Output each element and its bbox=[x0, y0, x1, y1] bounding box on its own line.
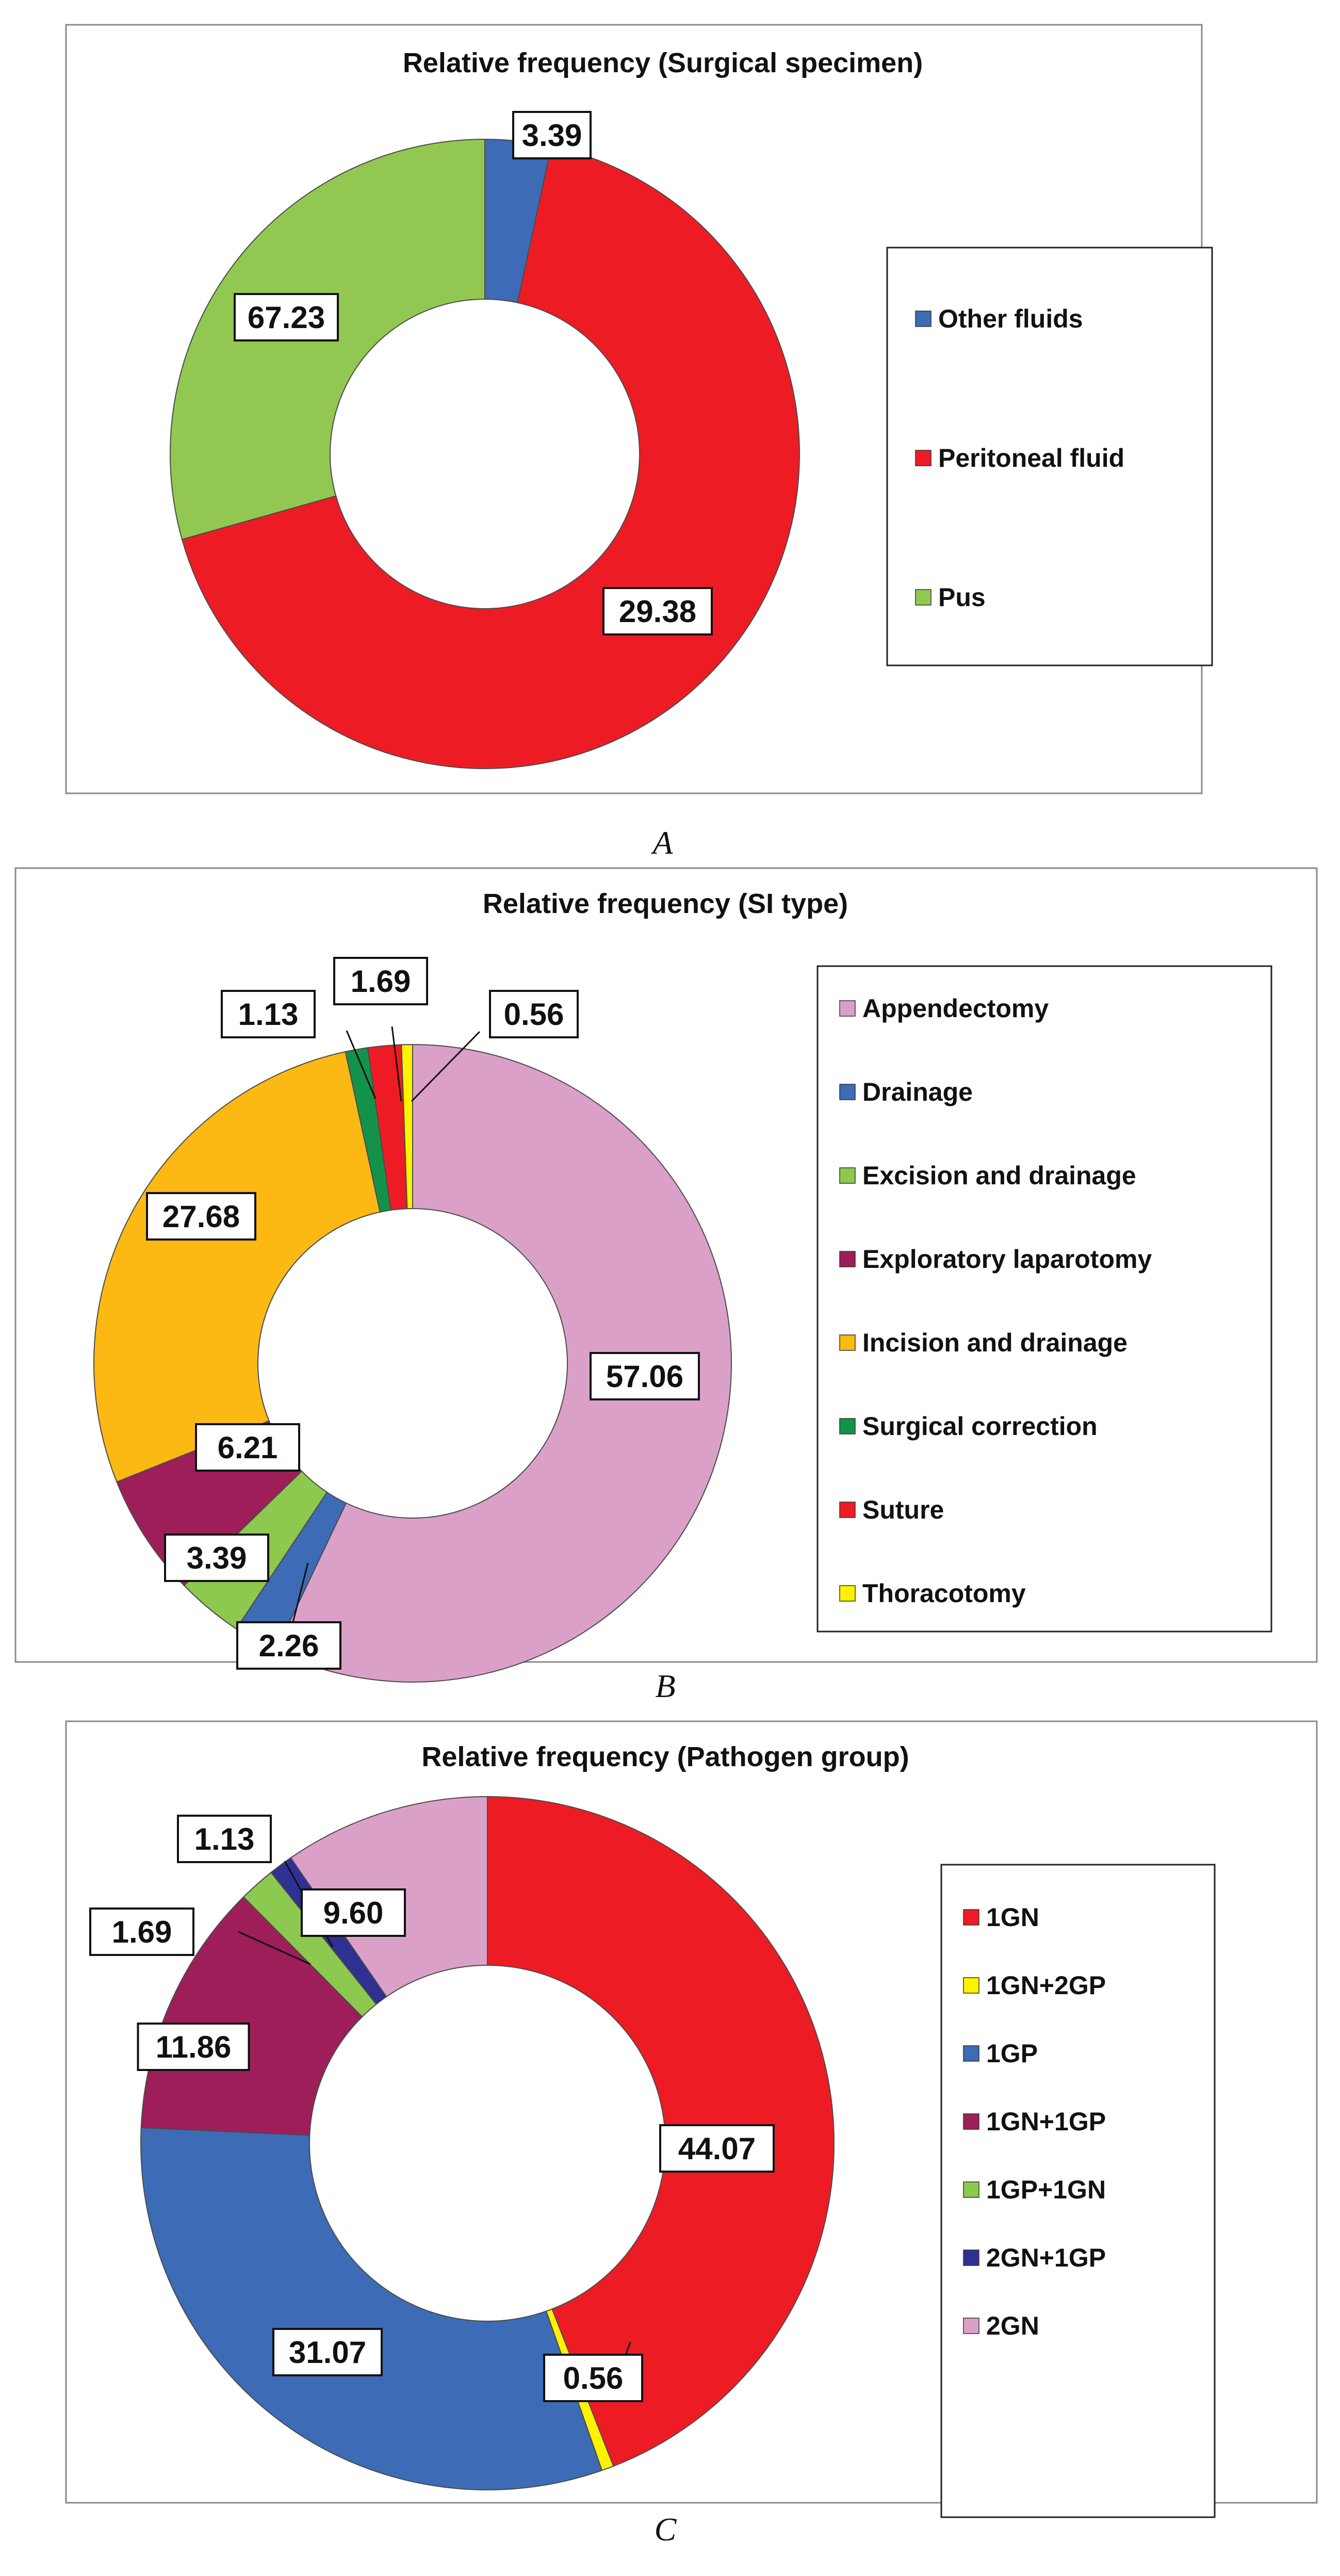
data-label-box-other-fluids bbox=[512, 111, 592, 159]
data-label-box-pus bbox=[602, 587, 713, 635]
legend-swatch-excision-and-drainage bbox=[839, 1167, 856, 1184]
data-label-box-incision-and-drainage bbox=[146, 1192, 256, 1241]
data-label-exploratory-laparotomy: 6.21 bbox=[218, 1430, 278, 1465]
data-label-drainage: 2.26 bbox=[259, 1628, 319, 1663]
leader-line-appendectomy bbox=[292, 1562, 309, 1623]
data-label-box-2gn-1gp bbox=[177, 1815, 272, 1863]
legend-label-suture: Suture bbox=[862, 1495, 944, 1524]
data-label-box-surgical-correction bbox=[221, 990, 316, 1038]
data-label-box-appendectomy bbox=[590, 1352, 700, 1400]
data-label-1gn: 44.07 bbox=[678, 2131, 756, 2166]
legend-swatch-1gp-1gn bbox=[963, 2181, 979, 2198]
data-label-incision-and-drainage: 27.68 bbox=[162, 1199, 240, 1234]
leader-line-thoracotomy bbox=[411, 1031, 481, 1102]
data-label-1gp: 31.07 bbox=[289, 2335, 366, 2370]
data-label-thoracotomy: 0.56 bbox=[504, 997, 564, 1032]
data-label-box-1gp-1gn bbox=[89, 1907, 194, 1956]
data-label-box-1gn-1gp bbox=[137, 2023, 250, 2071]
donut-slice-thoracotomy bbox=[401, 1044, 413, 1210]
legend-label-1gn-1gp: 1GN+1GP bbox=[986, 2107, 1106, 2136]
legend-label-surgical-correction: Surgical correction bbox=[862, 1412, 1098, 1441]
legend-box bbox=[940, 1864, 1216, 2518]
legend-swatch-1gn bbox=[963, 1909, 979, 1926]
legend-box bbox=[816, 965, 1272, 1633]
panel-c: Relative frequency (Pathogen group) 44.07… bbox=[65, 1720, 1318, 2548]
data-label-other-fluids: 3.39 bbox=[522, 118, 582, 153]
legend-label-incision-and-drainage: Incision and drainage bbox=[862, 1328, 1127, 1357]
data-label-2gn: 9.60 bbox=[323, 1896, 384, 1930]
data-label-1gn-1gp: 11.86 bbox=[156, 2030, 232, 2064]
chart-title: Relative frequency (SI type) bbox=[483, 888, 848, 919]
data-label-box-peritoneal-fluid bbox=[234, 293, 339, 341]
data-label-excision-and-drainage: 3.39 bbox=[187, 1541, 247, 1575]
leader-line-1gp-1gn bbox=[238, 1931, 311, 1965]
legend-swatch-surgical-correction bbox=[839, 1418, 856, 1434]
donut-slice-1gp bbox=[140, 2127, 603, 2490]
data-label-surgical-correction: 1.13 bbox=[238, 997, 299, 1032]
data-label-box-2gn bbox=[301, 1888, 406, 1937]
data-label-box-drainage bbox=[236, 1621, 341, 1670]
legend-label-appendectomy: Appendectomy bbox=[862, 994, 1049, 1023]
data-label-box-exploratory-laparotomy bbox=[195, 1423, 300, 1472]
data-label-2gn-1gp: 1.13 bbox=[194, 1822, 255, 1856]
data-label-box-1gp bbox=[272, 2328, 383, 2376]
legend-swatch-2gn bbox=[963, 2318, 979, 2334]
legend-label-excision-and-drainage: Excision and drainage bbox=[862, 1161, 1136, 1190]
legend-label-1gp: 1GP bbox=[986, 2039, 1038, 2068]
data-label-1gn-2gp: 0.56 bbox=[563, 2361, 624, 2395]
legend-swatch-thoracotomy bbox=[839, 1585, 856, 1602]
legend-box bbox=[886, 247, 1213, 666]
legend-label-2gn: 2GN bbox=[986, 2311, 1039, 2340]
panel-a: Relative frequency (Surgical specimen) 3.… bbox=[65, 24, 1213, 861]
legend-label-other-fluids: Other fluids bbox=[938, 304, 1083, 333]
chart-title: Relative frequency (Surgical specimen) bbox=[403, 47, 923, 78]
legend-swatch-1gn-2gp bbox=[963, 1977, 979, 1994]
legend-label-thoracotomy: Thoracotomy bbox=[862, 1579, 1026, 1608]
data-label-box-suture bbox=[333, 957, 428, 1005]
legend-label-pus: Pus bbox=[938, 583, 986, 612]
data-label-box-1gn bbox=[659, 2124, 775, 2173]
legend-swatch-1gp bbox=[963, 2045, 979, 2062]
legend-swatch-2gn-1gp bbox=[963, 2249, 979, 2266]
legend-label-2gn-1gp: 2GN+1GP bbox=[986, 2243, 1106, 2272]
leader-line-suture bbox=[391, 1026, 402, 1102]
data-label-appendectomy: 57.06 bbox=[606, 1359, 683, 1394]
legend-swatch-peritoneal-fluid bbox=[915, 450, 932, 466]
data-label-box-excision-and-drainage bbox=[164, 1534, 269, 1582]
legend-swatch-drainage bbox=[839, 1084, 856, 1100]
panel-letter: A bbox=[650, 824, 673, 861]
data-label-suture: 1.69 bbox=[351, 964, 411, 999]
legend-label-1gn-2gp: 1GN+2GP bbox=[986, 1971, 1106, 2000]
panel-letter: B bbox=[655, 1668, 675, 1704]
chart-title: Relative frequency (Pathogen group) bbox=[421, 1741, 909, 1772]
legend-label-1gp-1gn: 1GP+1GN bbox=[986, 2175, 1106, 2204]
leader-line-surgical-correction bbox=[346, 1030, 377, 1099]
legend-swatch-suture bbox=[839, 1502, 856, 1518]
legend-swatch-pus bbox=[915, 589, 932, 606]
legend-label-peritoneal-fluid: Peritoneal fluid bbox=[938, 444, 1124, 472]
legend-swatch-other-fluids bbox=[915, 311, 932, 327]
panel-letter: C bbox=[655, 2511, 677, 2548]
donut-slice-incision-and-drainage bbox=[93, 1051, 381, 1483]
data-label-pus: 29.38 bbox=[619, 594, 696, 629]
legend-swatch-incision-and-drainage bbox=[839, 1334, 856, 1351]
donut-slice-1gn bbox=[487, 1796, 835, 2467]
legend-swatch-exploratory-laparotomy bbox=[839, 1251, 856, 1267]
data-label-box-thoracotomy bbox=[489, 990, 579, 1038]
donut-slice-appendectomy bbox=[275, 1044, 732, 1683]
legend-swatch-appendectomy bbox=[839, 1000, 856, 1017]
legend-label-drainage: Drainage bbox=[862, 1078, 973, 1106]
legend-swatch-1gn-1gp bbox=[963, 2113, 979, 2130]
data-label-peritoneal-fluid: 67.23 bbox=[248, 300, 325, 335]
legend-label-1gn: 1GN bbox=[986, 1903, 1039, 1932]
legend-label-exploratory-laparotomy: Exploratory laparotomy bbox=[862, 1245, 1152, 1274]
data-label-1gp-1gn: 1.69 bbox=[112, 1915, 172, 1949]
panel-b: Relative frequency (SI type) 57.06 2.26 3.3… bbox=[14, 867, 1318, 1704]
data-label-box-1gn-2gp bbox=[543, 2354, 643, 2402]
